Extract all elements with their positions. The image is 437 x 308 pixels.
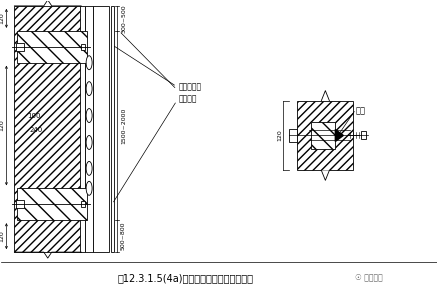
Ellipse shape — [86, 136, 92, 149]
Bar — [93, 6, 109, 252]
Bar — [111, 6, 114, 252]
Text: 500~800: 500~800 — [121, 222, 126, 250]
Ellipse shape — [86, 181, 92, 195]
Bar — [17, 188, 87, 220]
Ellipse shape — [86, 161, 92, 175]
Text: 120: 120 — [0, 13, 4, 24]
Polygon shape — [321, 170, 329, 180]
Text: 120: 120 — [277, 130, 282, 141]
Bar — [80, 6, 85, 252]
Bar — [16, 200, 24, 208]
Text: 120: 120 — [0, 120, 4, 132]
Bar — [14, 6, 81, 252]
Bar — [17, 31, 87, 63]
Bar — [298, 101, 353, 170]
Bar — [361, 132, 366, 140]
Text: 工字钢立柱: 工字钢立柱 — [179, 82, 202, 91]
Bar — [312, 122, 335, 149]
Text: 240: 240 — [30, 128, 43, 133]
Bar — [85, 6, 93, 252]
Text: 图12.3.1.5(4a)工字钢立柱用预制础块侧装: 图12.3.1.5(4a)工字钢立柱用预制础块侧装 — [118, 273, 254, 283]
Ellipse shape — [86, 82, 92, 95]
Text: 焊接: 焊接 — [355, 106, 365, 115]
Text: ☉ 电工之家: ☉ 电工之家 — [355, 274, 383, 282]
Text: 100: 100 — [28, 112, 41, 119]
Polygon shape — [335, 129, 343, 141]
Bar — [16, 43, 24, 51]
Text: 120: 120 — [0, 230, 4, 242]
Polygon shape — [321, 91, 329, 101]
Ellipse shape — [86, 108, 92, 123]
Bar — [81, 44, 85, 50]
Bar — [81, 201, 85, 207]
Text: 预制础块: 预制础块 — [179, 94, 198, 103]
Bar — [289, 128, 298, 143]
Ellipse shape — [86, 56, 92, 70]
Text: 1500~2000: 1500~2000 — [121, 107, 126, 144]
Text: 300~500: 300~500 — [121, 4, 126, 33]
